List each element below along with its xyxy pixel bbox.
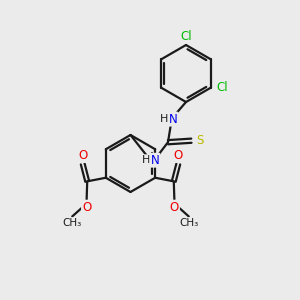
Text: O: O [82, 201, 91, 214]
Text: H: H [142, 155, 150, 165]
Text: Cl: Cl [216, 81, 228, 94]
Text: O: O [170, 201, 179, 214]
Text: O: O [174, 149, 183, 162]
Text: N: N [150, 154, 159, 167]
Text: N: N [169, 112, 178, 126]
Text: S: S [196, 134, 203, 147]
Text: CH₃: CH₃ [180, 218, 199, 228]
Text: H: H [160, 114, 168, 124]
Text: O: O [78, 149, 87, 162]
Text: Cl: Cl [180, 29, 192, 43]
Text: CH₃: CH₃ [62, 218, 81, 228]
